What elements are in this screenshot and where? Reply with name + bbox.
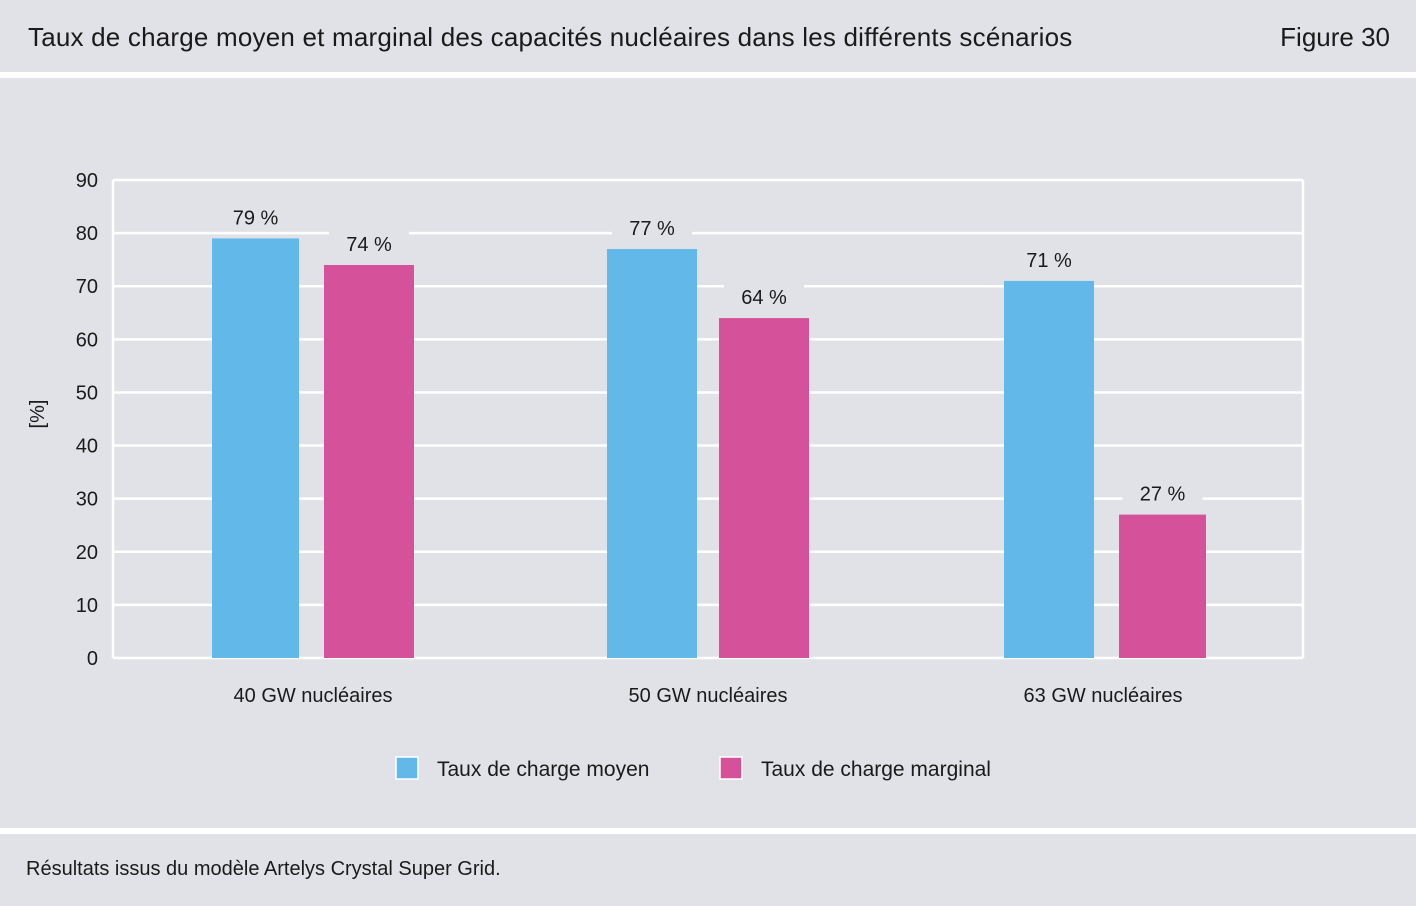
data-label: 71 % [1026,250,1072,272]
legend-swatch [719,756,743,780]
y-tick-label: 0 [87,648,98,670]
data-label: 64 % [741,287,787,309]
data-label-bg [1122,480,1203,507]
bar [1004,280,1094,658]
data-label-bg [1009,246,1089,273]
bar [324,264,414,658]
y-tick-label: 30 [76,489,98,511]
bar [607,249,697,659]
header-band [0,0,1416,72]
y-tick-label: 40 [76,436,98,458]
data-label: 79 % [233,207,279,229]
data-label: 77 % [629,218,675,240]
bar [719,318,809,658]
legend-swatch [395,756,419,780]
figure-number: Figure 30 [1280,22,1390,52]
x-tick-label: 50 GW nucléaires [629,685,788,707]
y-tick-label: 10 [76,595,98,617]
y-tick-label: 50 [76,382,98,404]
y-tick-label: 80 [76,223,98,245]
figure-title: Taux de charge moyen et marginal des cap… [28,22,1073,52]
x-tick-label: 63 GW nucléaires [1024,685,1183,707]
data-label: 27 % [1140,484,1186,506]
footer-band [0,834,1416,906]
data-label-bg [215,204,296,231]
data-label-bg [612,215,692,242]
legend-label: Taux de charge marginal [761,758,991,781]
data-label-bg [724,284,804,311]
legend-label: Taux de charge moyen [437,758,649,781]
y-tick-label: 70 [76,276,98,298]
data-label-bg [329,230,409,257]
data-label: 74 % [346,234,392,256]
y-tick-label: 60 [76,329,98,351]
y-axis-label: [%] [27,400,49,429]
source-note: Résultats issus du modèle Artelys Crysta… [26,858,501,880]
bar [1119,514,1206,658]
bar [212,238,299,658]
y-tick-label: 20 [76,542,98,564]
y-tick-label: 90 [76,170,98,192]
x-tick-label: 40 GW nucléaires [234,685,393,707]
